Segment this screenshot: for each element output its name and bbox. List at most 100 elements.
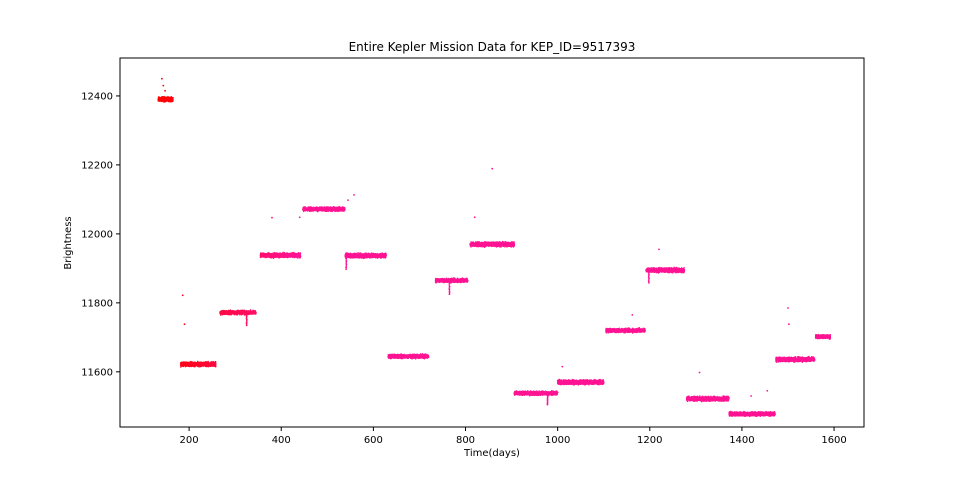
data-point [297, 252, 299, 254]
data-point [240, 311, 243, 314]
data-point [220, 312, 223, 314]
data-point [165, 99, 168, 102]
data-point [201, 363, 203, 366]
data-point [167, 99, 170, 101]
data-point [172, 98, 174, 101]
data-point [225, 312, 228, 315]
data-point [191, 362, 194, 364]
data-point [193, 363, 196, 365]
data-point [187, 363, 189, 366]
data-point [242, 310, 244, 313]
data-point [237, 310, 240, 313]
data-point [273, 253, 275, 255]
data-point [310, 209, 312, 212]
data-point [212, 364, 214, 367]
data-point [169, 97, 171, 99]
data-point [230, 311, 232, 314]
data-point [211, 363, 214, 365]
data-point [287, 255, 289, 257]
data-point [281, 253, 283, 256]
data-point [159, 99, 161, 102]
data-point [243, 312, 245, 314]
data-point [276, 254, 278, 256]
data-point [169, 99, 171, 102]
data-point [205, 362, 208, 364]
data-point [262, 256, 265, 258]
data-point [226, 310, 228, 313]
data-point [170, 96, 173, 99]
data-point [186, 362, 188, 365]
data-point [288, 253, 290, 255]
data-point [299, 254, 301, 257]
data-point [250, 312, 253, 314]
data-point [194, 361, 197, 364]
data-point [260, 255, 263, 257]
data-point [269, 253, 272, 255]
data-point [181, 361, 183, 364]
data-point [286, 256, 288, 258]
data-point [165, 97, 167, 100]
data-point [199, 362, 201, 364]
data-point [252, 310, 254, 312]
data-point [214, 364, 216, 366]
data-point [232, 312, 234, 315]
data-point [265, 254, 268, 257]
data-point [164, 97, 166, 100]
data-point [161, 96, 163, 99]
data-point [281, 255, 283, 257]
data-point [255, 312, 257, 314]
data-point [213, 361, 215, 363]
data-point [202, 365, 205, 367]
data-point [264, 255, 266, 258]
data-point [234, 312, 237, 315]
data-point [270, 254, 273, 257]
data-point [277, 256, 280, 258]
data-point [270, 257, 273, 259]
data-point [189, 364, 191, 366]
data-point [294, 254, 297, 256]
data-point [283, 256, 285, 258]
data-point [279, 256, 281, 259]
data-point [219, 314, 222, 316]
data-point [160, 98, 162, 100]
data-point [181, 363, 183, 365]
data-point [227, 312, 229, 315]
data-point [220, 310, 222, 313]
data-point [163, 100, 166, 103]
data-point [187, 365, 190, 368]
data-point [158, 98, 160, 101]
data-point [291, 251, 294, 254]
data-point [278, 253, 281, 256]
data-point [208, 363, 211, 366]
data-point [233, 311, 235, 313]
data-point [291, 256, 294, 258]
data-point [214, 366, 217, 368]
data-point [183, 364, 185, 366]
data-point [235, 310, 238, 313]
data-point [191, 363, 194, 366]
data-point [252, 312, 255, 315]
data-point [214, 360, 217, 363]
data-point [290, 253, 292, 256]
data-point [223, 311, 226, 314]
data-point [198, 364, 200, 367]
data-point [293, 254, 295, 257]
chart-title: Entire Kepler Mission Data for KEP_ID=95… [349, 40, 636, 54]
segment-1 [180, 360, 217, 368]
data-point [210, 363, 212, 366]
data-point [158, 96, 161, 99]
data-point [271, 253, 274, 256]
data-points [157, 77, 832, 418]
data-point [210, 364, 213, 367]
data-point [249, 309, 252, 311]
data-point [171, 98, 173, 101]
data-point [264, 253, 267, 255]
data-point [284, 253, 286, 255]
data-point [180, 364, 183, 367]
data-point [197, 364, 199, 367]
data-point [295, 254, 298, 257]
data-point [299, 252, 302, 254]
segment-0 [157, 95, 174, 103]
